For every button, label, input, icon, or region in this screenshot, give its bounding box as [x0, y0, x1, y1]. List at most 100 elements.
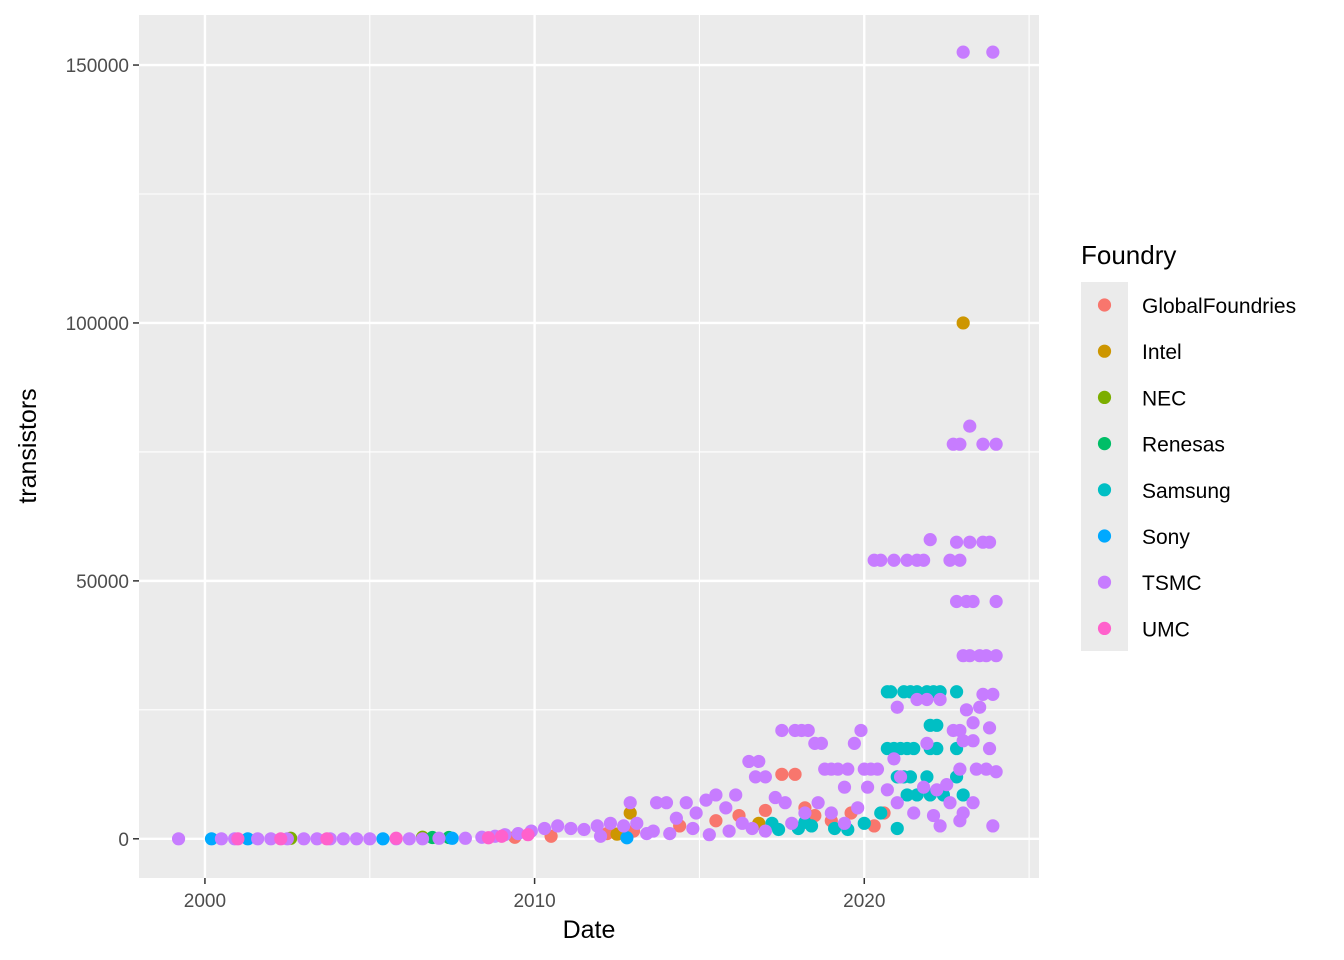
data-point — [887, 752, 901, 766]
data-point — [719, 801, 733, 815]
data-point — [956, 734, 970, 748]
legend-key — [1097, 575, 1112, 589]
data-point — [251, 832, 265, 846]
legend-key-background — [1081, 282, 1128, 651]
data-point — [982, 741, 997, 756]
data-point — [171, 832, 186, 846]
data-point — [930, 718, 944, 732]
data-point — [953, 762, 967, 776]
data-point — [989, 765, 1003, 779]
legend-item: Renesas — [1097, 434, 1225, 457]
data-point — [890, 821, 904, 836]
y-tick-labels: 0 50000 100000 150000 — [66, 56, 129, 851]
data-point — [956, 316, 970, 330]
data-point — [699, 793, 713, 807]
legend-label: Renesas — [1142, 434, 1225, 457]
data-point — [659, 796, 674, 810]
data-point — [775, 723, 789, 738]
data-point — [976, 437, 990, 451]
data-point — [758, 770, 772, 784]
data-point — [920, 736, 934, 750]
legend-key — [1097, 483, 1112, 497]
data-point — [445, 831, 459, 845]
data-point — [804, 819, 819, 833]
legend-items: GlobalFoundries Intel NEC Renesas Samsung Son… — [1097, 295, 1296, 641]
data-point — [363, 832, 377, 846]
data-point — [771, 822, 786, 837]
data-point — [735, 816, 749, 830]
data-point — [966, 734, 980, 748]
data-point — [775, 767, 789, 781]
data-point — [841, 762, 855, 776]
y-tick-label: 50000 — [76, 572, 129, 593]
data-point — [564, 821, 578, 836]
data-point — [669, 811, 683, 825]
data-point — [814, 736, 829, 750]
data-point — [495, 829, 509, 843]
data-point — [689, 806, 703, 820]
y-tick-label: 0 — [118, 830, 129, 851]
data-point — [953, 553, 967, 567]
legend-key — [1097, 298, 1112, 312]
data-point — [917, 780, 931, 794]
data-point — [907, 806, 921, 820]
data-point — [966, 796, 980, 810]
data-point — [349, 832, 364, 846]
data-point — [336, 832, 350, 846]
data-point — [920, 692, 934, 707]
data-point — [663, 827, 677, 841]
data-point — [989, 649, 1003, 663]
data-point — [768, 790, 782, 805]
data-point — [973, 700, 987, 714]
data-point — [551, 819, 565, 833]
data-point — [808, 808, 822, 823]
data-points — [171, 45, 1003, 846]
x-tick-label: 2000 — [184, 891, 226, 912]
data-point — [887, 553, 901, 567]
data-point — [745, 821, 759, 836]
data-point — [686, 821, 700, 836]
data-point — [982, 721, 997, 735]
data-point — [709, 814, 723, 828]
legend-key — [1097, 621, 1112, 636]
data-point — [752, 754, 766, 769]
legend-label: NEC — [1142, 387, 1186, 410]
legend-item: Intel — [1097, 341, 1182, 364]
data-point — [920, 770, 934, 784]
data-point — [831, 762, 845, 776]
data-point — [851, 801, 865, 815]
data-point — [976, 687, 990, 701]
data-point — [986, 687, 1000, 701]
data-point — [989, 437, 1003, 451]
data-point — [811, 796, 825, 810]
legend-item: UMC — [1097, 618, 1190, 641]
data-point — [949, 594, 964, 609]
data-point — [986, 819, 1000, 833]
data-point — [969, 762, 983, 776]
legend: Foundry GlobalFoundries Intel NEC Renesas Sa… — [1081, 240, 1296, 651]
data-point — [402, 832, 416, 846]
legend-item: TSMC — [1097, 572, 1202, 595]
data-point — [907, 741, 921, 756]
y-tick-label: 150000 — [66, 56, 129, 77]
data-point — [943, 553, 957, 567]
data-point — [590, 819, 604, 833]
data-point — [966, 594, 980, 609]
legend-key — [1097, 390, 1112, 404]
axis-ticks — [133, 64, 866, 884]
x-tick-label: 2010 — [513, 891, 555, 912]
data-point — [979, 649, 993, 663]
data-point — [910, 692, 924, 707]
legend-label: Sony — [1142, 526, 1190, 549]
data-point — [956, 788, 970, 802]
data-point — [930, 783, 944, 797]
data-point — [847, 736, 861, 750]
data-point — [949, 535, 964, 549]
legend-item: Samsung — [1097, 480, 1231, 503]
data-point — [758, 824, 772, 838]
data-point — [274, 832, 288, 846]
data-point — [798, 806, 812, 820]
data-point — [900, 788, 914, 802]
legend-item: NEC — [1097, 387, 1186, 410]
